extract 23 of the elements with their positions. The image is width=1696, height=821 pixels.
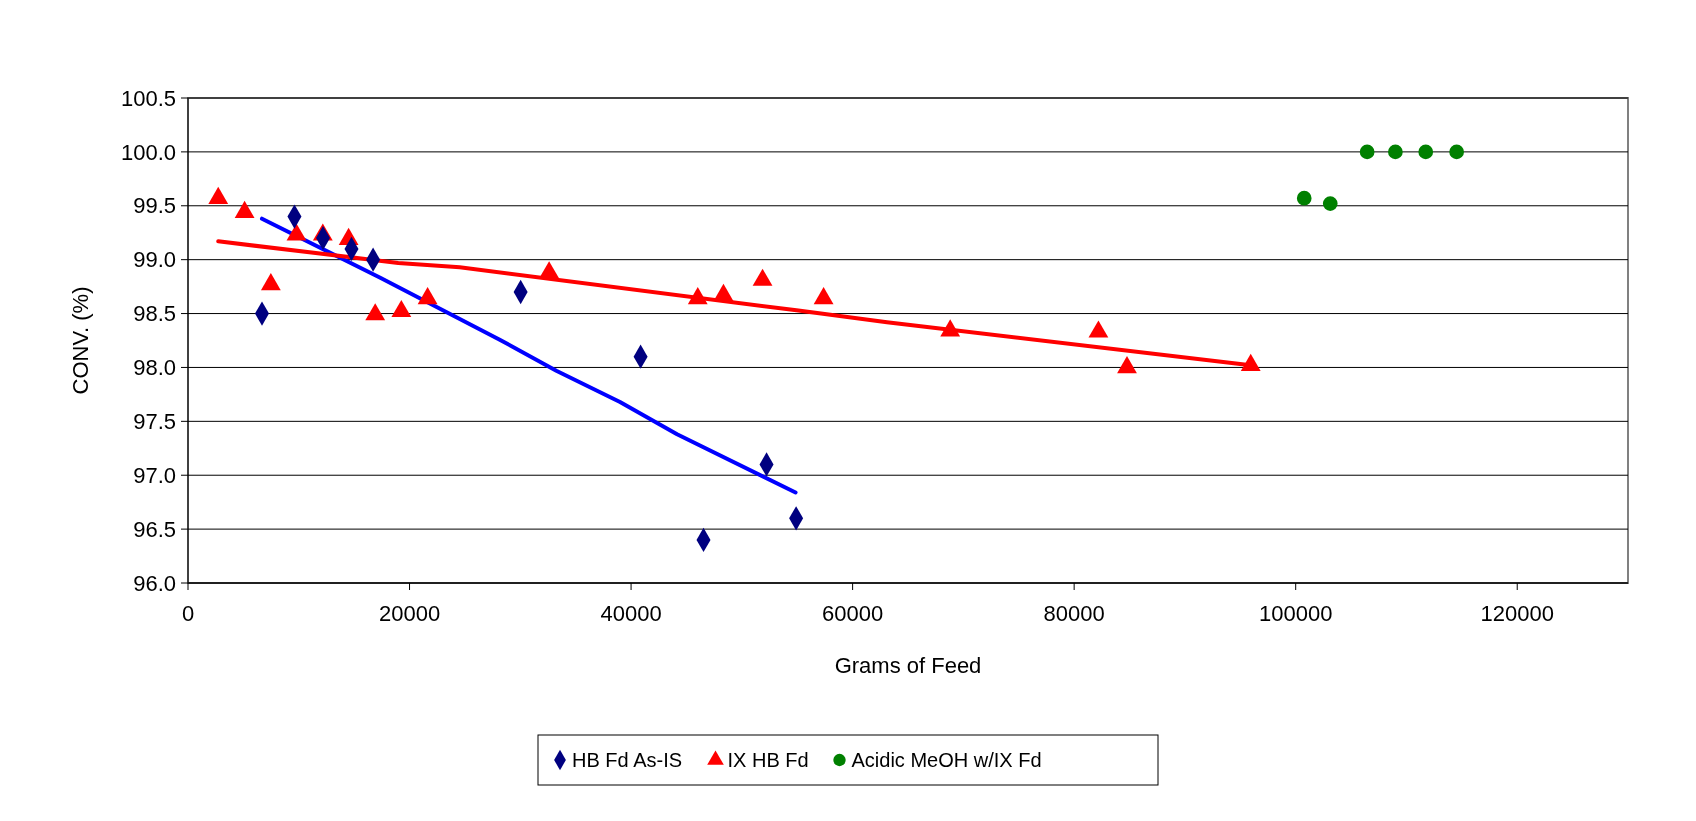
legend-label: HB Fd As-IS: [572, 749, 683, 771]
legend-label: Acidic MeOH w/IX Fd: [851, 749, 1042, 771]
y-tick-label: 98.0: [133, 355, 176, 381]
y-tick-label: 98.5: [133, 301, 176, 327]
x-tick-label: 40000: [600, 601, 662, 626]
x-tick-label: 20000: [378, 601, 441, 626]
x-tick-label: 120000: [1480, 601, 1554, 626]
y-tick-label: 99.0: [133, 247, 176, 273]
y-tick-label: 97.5: [133, 409, 176, 435]
x-axis-title: Grams of Feed: [834, 653, 982, 678]
x-tick-label: 0: [181, 601, 195, 626]
x-tick-label: 60000: [822, 601, 884, 626]
x-tick-label: 80000: [1043, 601, 1105, 626]
y-tick-label: 97.0: [133, 462, 176, 488]
legend-label: IX HB Fd: [727, 749, 809, 771]
x-tick-label: 100000: [1258, 601, 1333, 626]
y-tick-label: 100.0: [120, 139, 176, 165]
y-tick-label: 96.5: [133, 516, 176, 542]
y-tick-label: 96.0: [133, 570, 176, 596]
y-tick-label: 100.5: [120, 85, 176, 111]
y-axis-title: CONV. (%): [68, 286, 93, 395]
line-series: [259, 216, 798, 495]
y-tick-label: 99.5: [133, 193, 176, 219]
